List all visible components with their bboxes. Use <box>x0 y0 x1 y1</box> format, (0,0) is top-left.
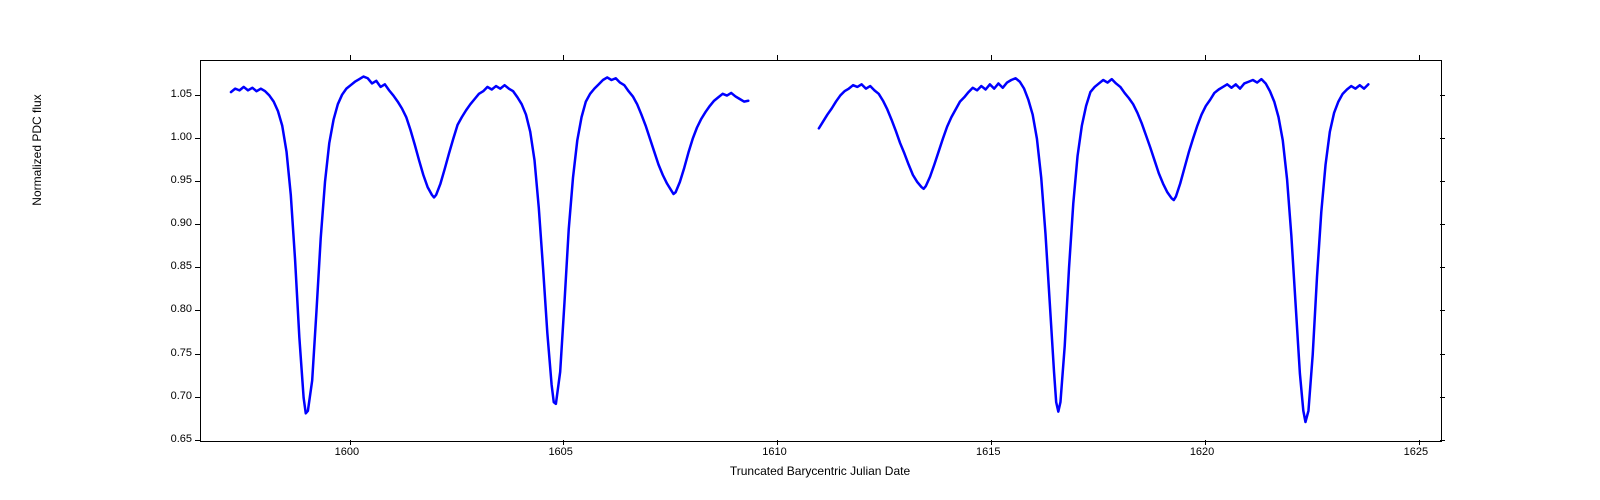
y-tick-mark <box>195 397 200 398</box>
y-tick-label: 1.05 <box>171 88 192 100</box>
x-tick-label: 1610 <box>762 446 786 458</box>
y-tick-label: 0.75 <box>171 347 192 359</box>
y-tick-mark <box>195 354 200 355</box>
y-axis-label: Normalized PDC flux <box>30 50 44 250</box>
light-curve-figure: Normalized PDC flux Truncated Barycentri… <box>0 0 1600 500</box>
y-tick-mark <box>195 224 200 225</box>
x-tick-mark <box>991 440 992 445</box>
x-axis-label: Truncated Barycentric Julian Date <box>720 464 920 478</box>
y-tick-mark <box>1440 224 1445 225</box>
y-tick-mark <box>1440 138 1445 139</box>
x-tick-label: 1620 <box>1190 446 1214 458</box>
y-tick-label: 0.85 <box>171 260 192 272</box>
y-tick-label: 0.80 <box>171 303 192 315</box>
x-tick-mark <box>1419 440 1420 445</box>
x-tick-mark <box>777 55 778 60</box>
x-tick-label: 1625 <box>1404 446 1428 458</box>
y-tick-label: 1.00 <box>171 131 192 143</box>
y-tick-mark <box>1440 440 1445 441</box>
x-tick-mark <box>563 440 564 445</box>
flux-curve <box>201 61 1441 441</box>
y-tick-mark <box>1440 354 1445 355</box>
y-tick-label: 0.95 <box>171 174 192 186</box>
x-tick-label: 1600 <box>335 446 359 458</box>
x-tick-mark <box>991 55 992 60</box>
x-tick-mark <box>1205 55 1206 60</box>
x-tick-label: 1615 <box>976 446 1000 458</box>
y-tick-label: 0.90 <box>171 217 192 229</box>
x-tick-mark <box>563 55 564 60</box>
y-tick-mark <box>1440 267 1445 268</box>
y-tick-mark <box>1440 397 1445 398</box>
y-tick-mark <box>195 138 200 139</box>
y-tick-mark <box>195 310 200 311</box>
x-tick-mark <box>350 440 351 445</box>
y-tick-label: 0.70 <box>171 390 192 402</box>
plot-area <box>200 60 1442 442</box>
y-tick-mark <box>1440 310 1445 311</box>
y-tick-mark <box>1440 95 1445 96</box>
x-tick-mark <box>350 55 351 60</box>
y-tick-mark <box>195 181 200 182</box>
y-tick-label: 0.65 <box>171 433 192 445</box>
y-tick-mark <box>195 95 200 96</box>
x-tick-mark <box>1419 55 1420 60</box>
x-tick-mark <box>777 440 778 445</box>
y-tick-mark <box>1440 181 1445 182</box>
x-tick-mark <box>1205 440 1206 445</box>
x-tick-label: 1605 <box>548 446 572 458</box>
y-tick-mark <box>195 440 200 441</box>
y-tick-mark <box>195 267 200 268</box>
